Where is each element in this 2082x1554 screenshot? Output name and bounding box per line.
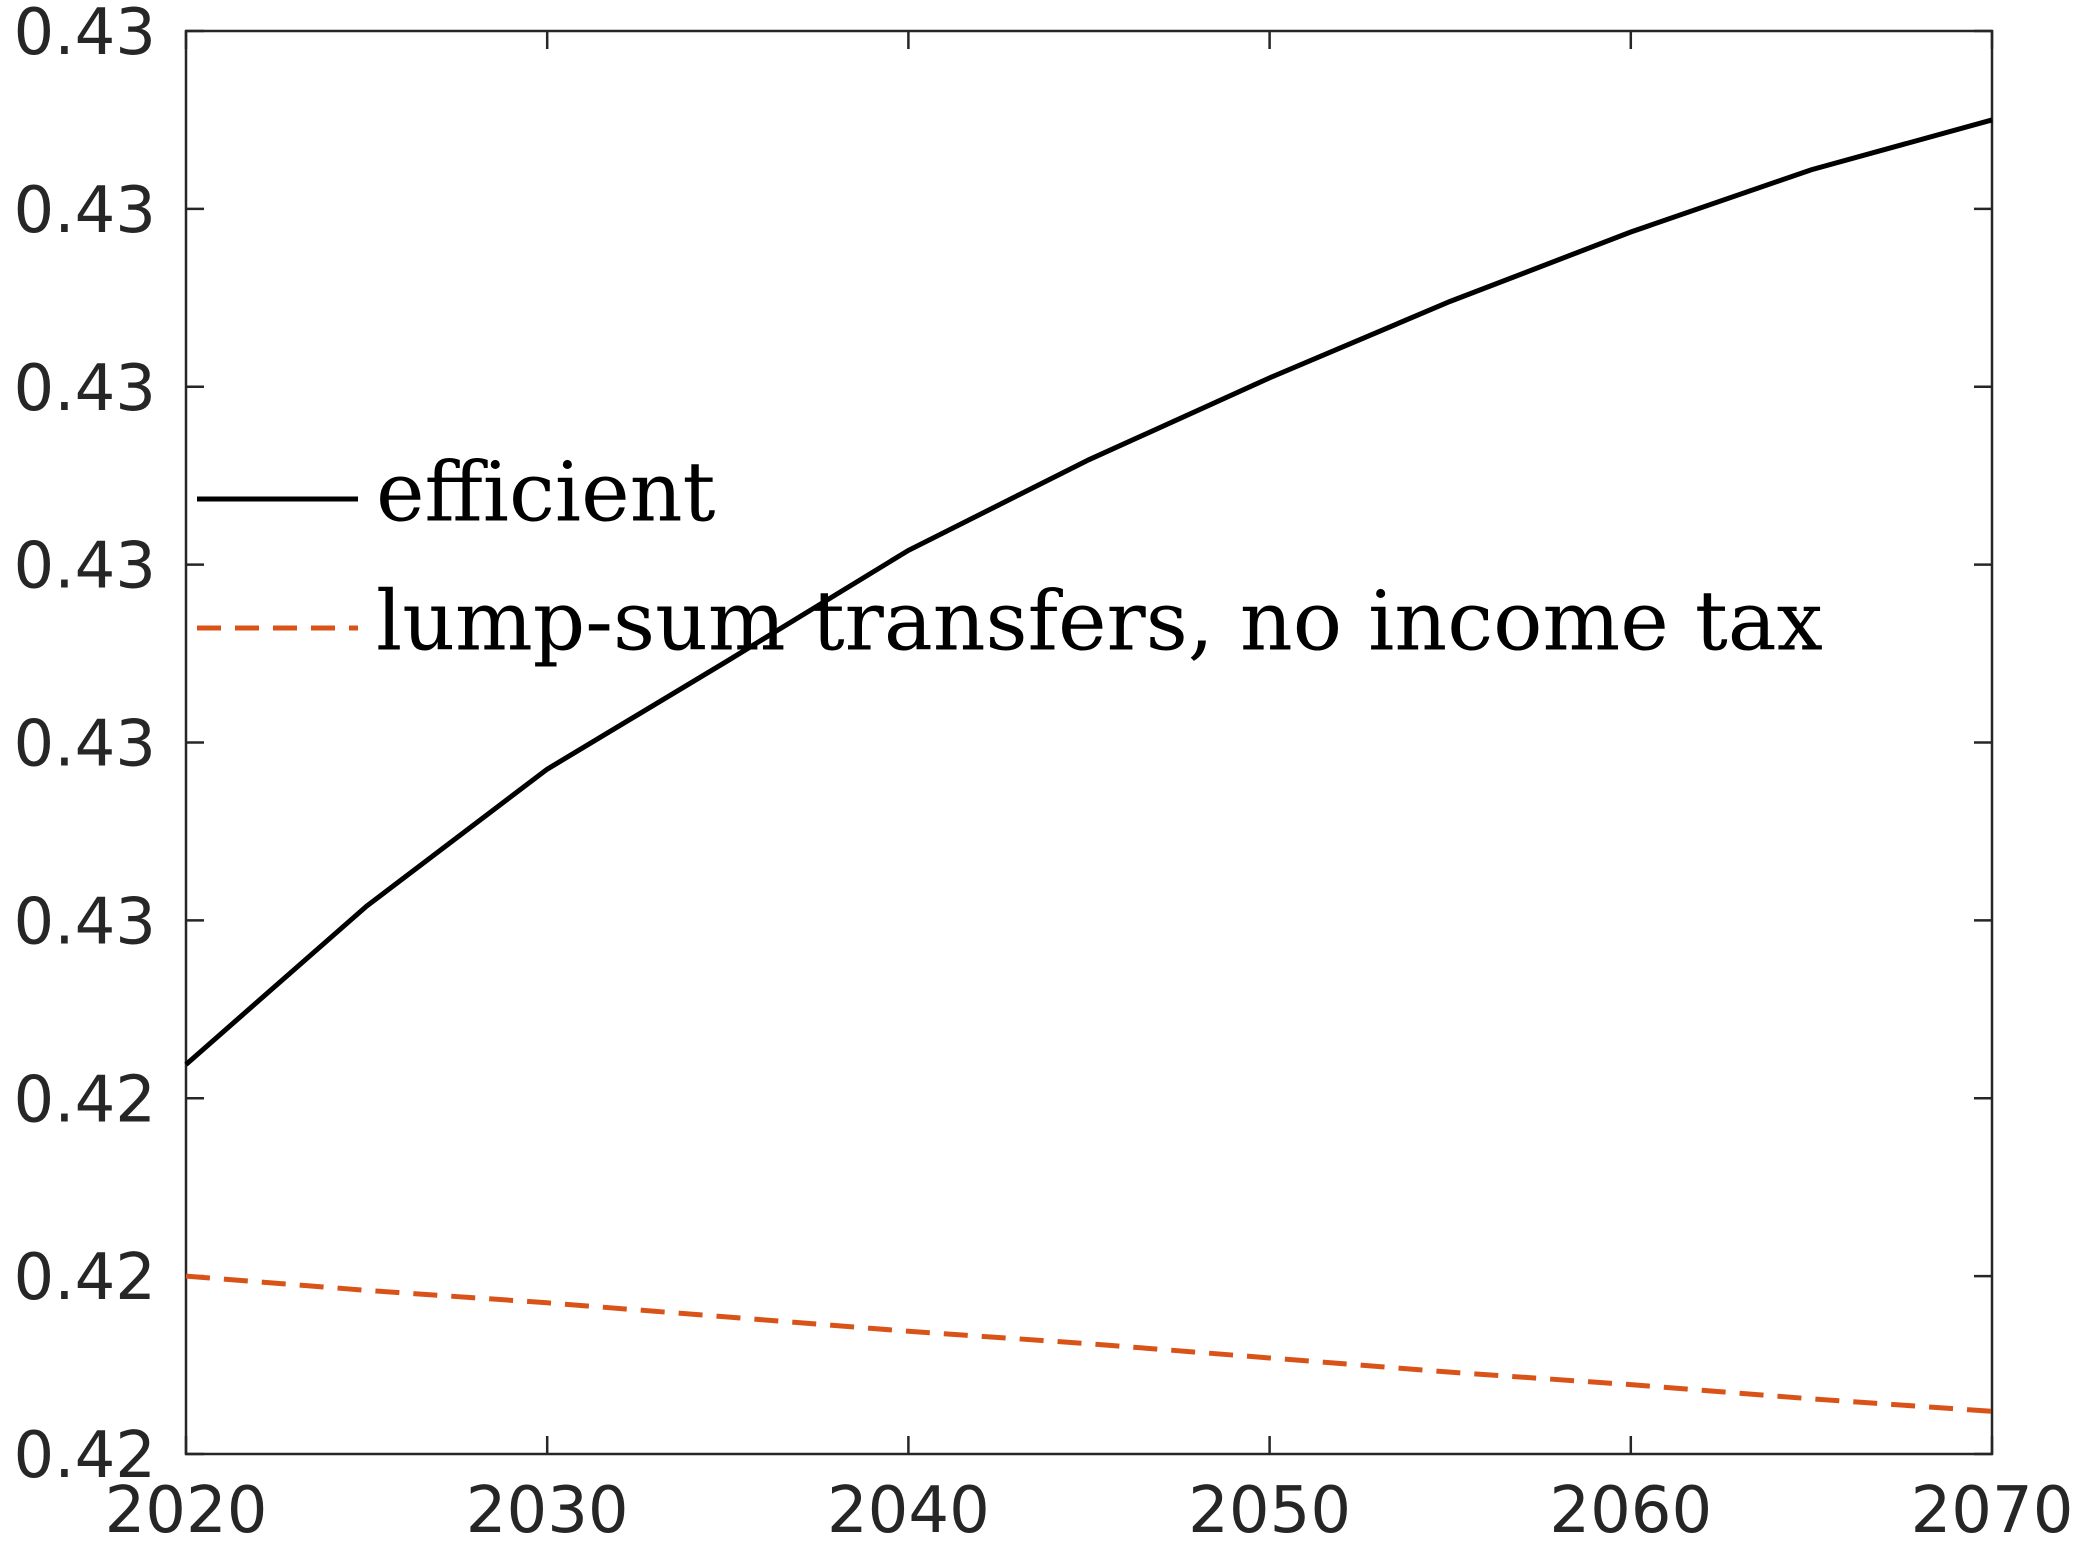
y-tick-label: 0.42 [14,1241,157,1315]
y-tick-label: 0.43 [14,174,157,248]
x-tick-label: 2060 [1549,1474,1712,1548]
x-tick-label: 2070 [1911,1474,2074,1548]
legend-label: efficient [376,446,715,541]
x-tick-label: 2020 [105,1474,268,1548]
legend-label: lump-sum transfers, no income tax [376,575,1823,670]
y-tick-label: 0.42 [14,1419,157,1493]
series-line [185,1273,1993,1414]
y-tick-label: 0.43 [14,352,157,426]
x-tick-label: 2040 [827,1474,990,1548]
plot-frame [184,29,1994,1456]
series-line [184,117,1993,1067]
y-tick-label: 0.43 [14,530,157,604]
y-tick-label: 0.43 [14,708,157,782]
y-tick-label: 0.43 [14,885,157,959]
y-tick-label: 0.43 [14,0,157,70]
x-tick-label: 2050 [1188,1474,1351,1548]
x-tick-label: 2030 [466,1474,629,1548]
y-tick-label: 0.42 [14,1063,157,1137]
